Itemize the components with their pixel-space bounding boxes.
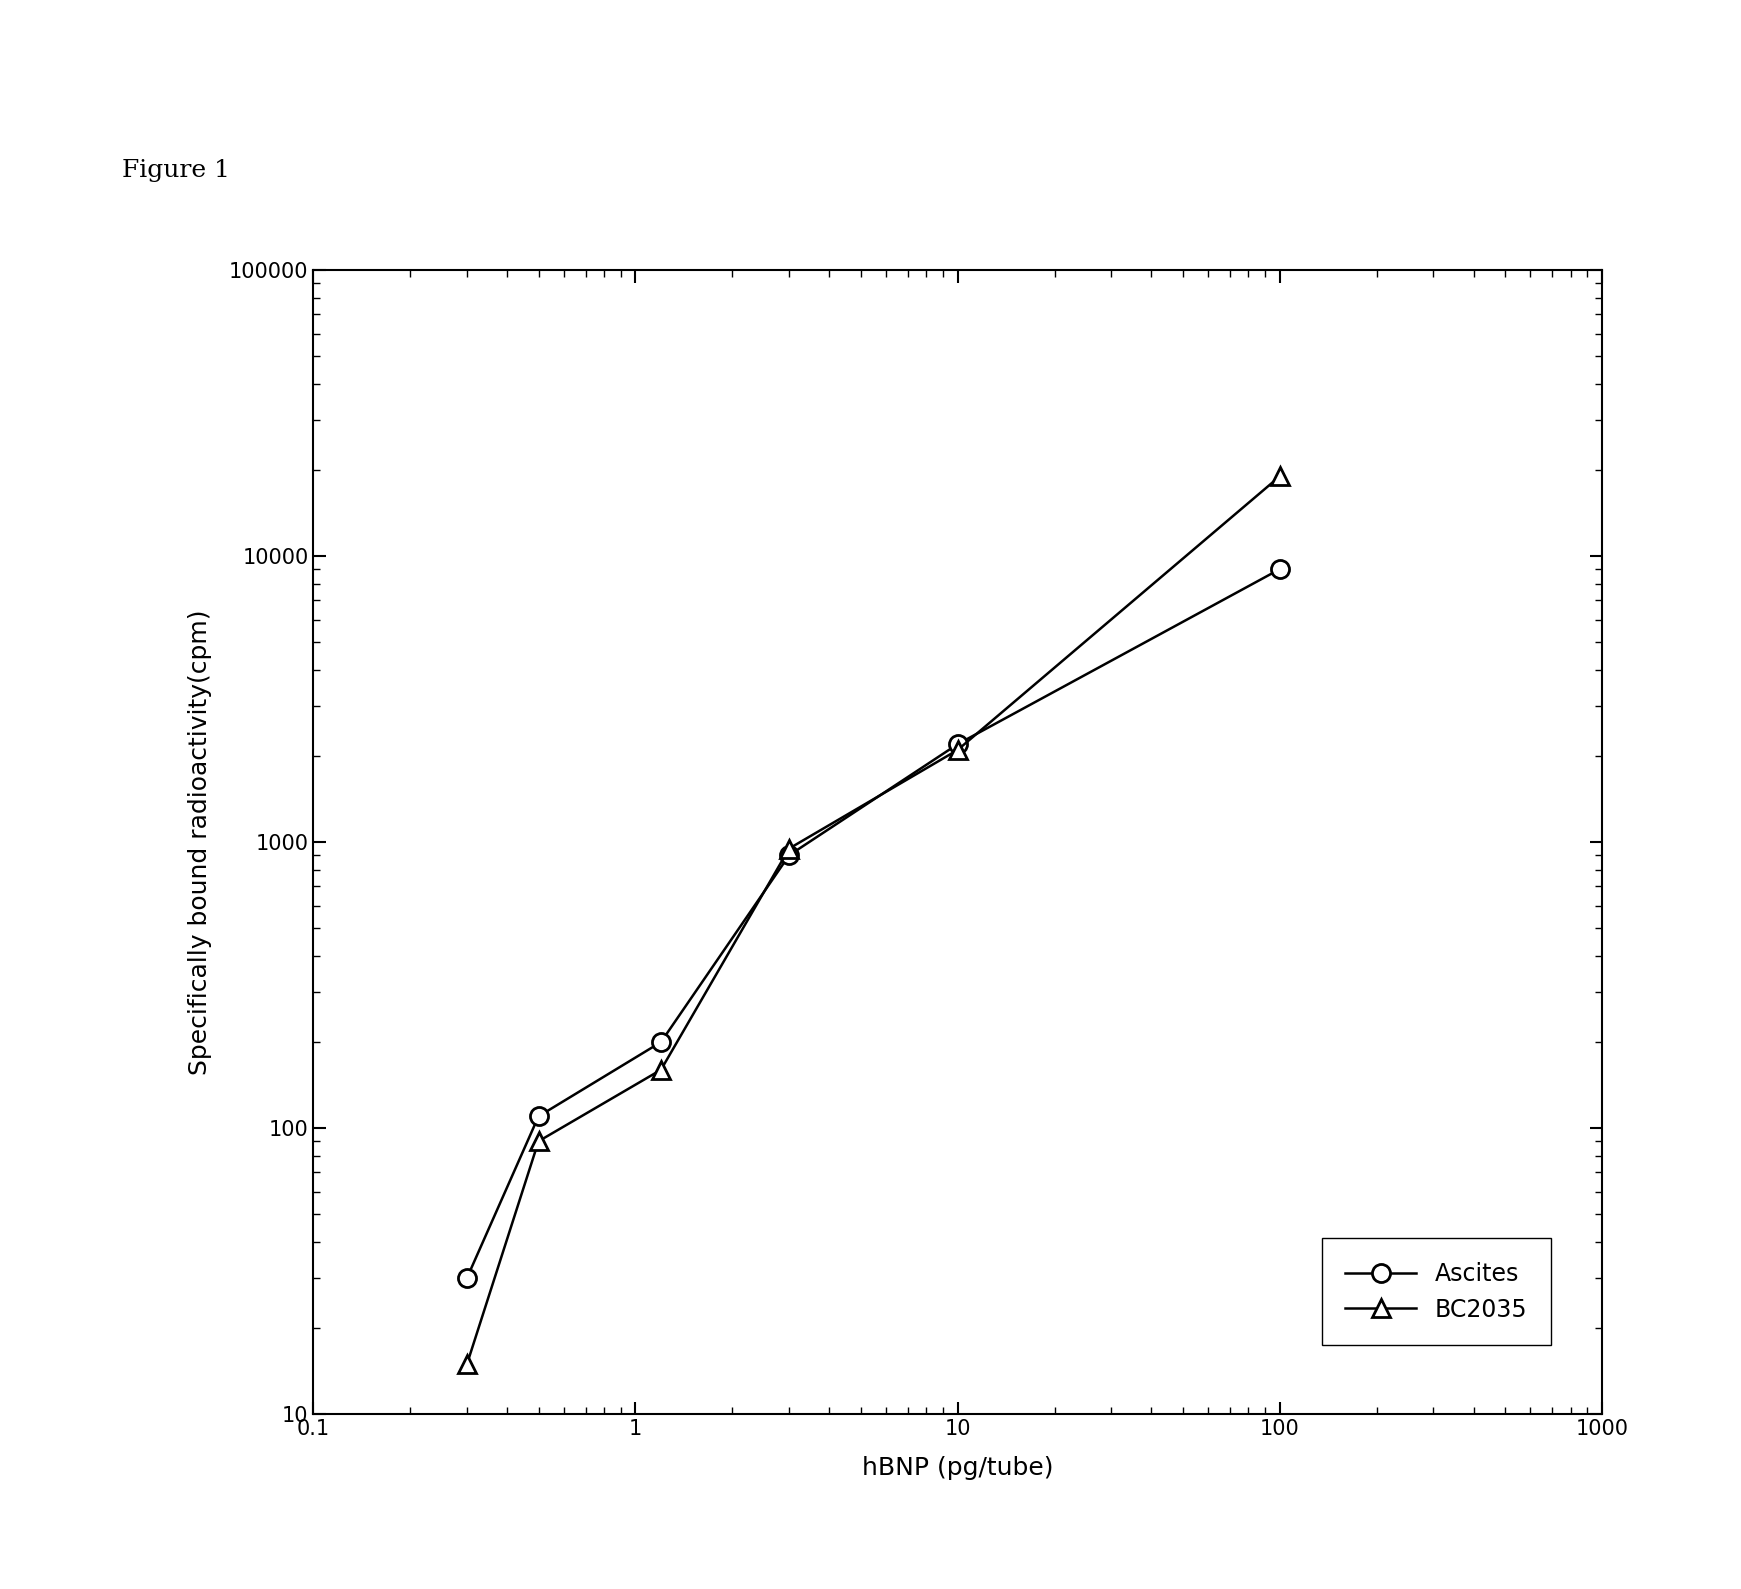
- BC2035: [947, 740, 968, 760]
- Ascites: [778, 845, 799, 864]
- BC2035: [1269, 467, 1290, 486]
- Ascites: [528, 1108, 548, 1127]
- BC2035: [528, 1131, 548, 1150]
- Legend: Ascites, BC2035: Ascites, BC2035: [1321, 1238, 1551, 1346]
- Ascites: [456, 1268, 477, 1287]
- Y-axis label: Specifically bound radioactivity(cpm): Specifically bound radioactivity(cpm): [188, 610, 212, 1074]
- BC2035: [778, 839, 799, 858]
- Ascites: [947, 734, 968, 753]
- X-axis label: hBNP (pg/tube): hBNP (pg/tube): [862, 1456, 1053, 1479]
- Line: BC2035: BC2035: [458, 467, 1288, 1373]
- Ascites: [651, 1033, 672, 1052]
- Text: Figure 1: Figure 1: [122, 159, 230, 181]
- Ascites: [1269, 559, 1290, 578]
- BC2035: [651, 1060, 672, 1079]
- Line: Ascites: Ascites: [458, 561, 1288, 1287]
- BC2035: [456, 1354, 477, 1373]
